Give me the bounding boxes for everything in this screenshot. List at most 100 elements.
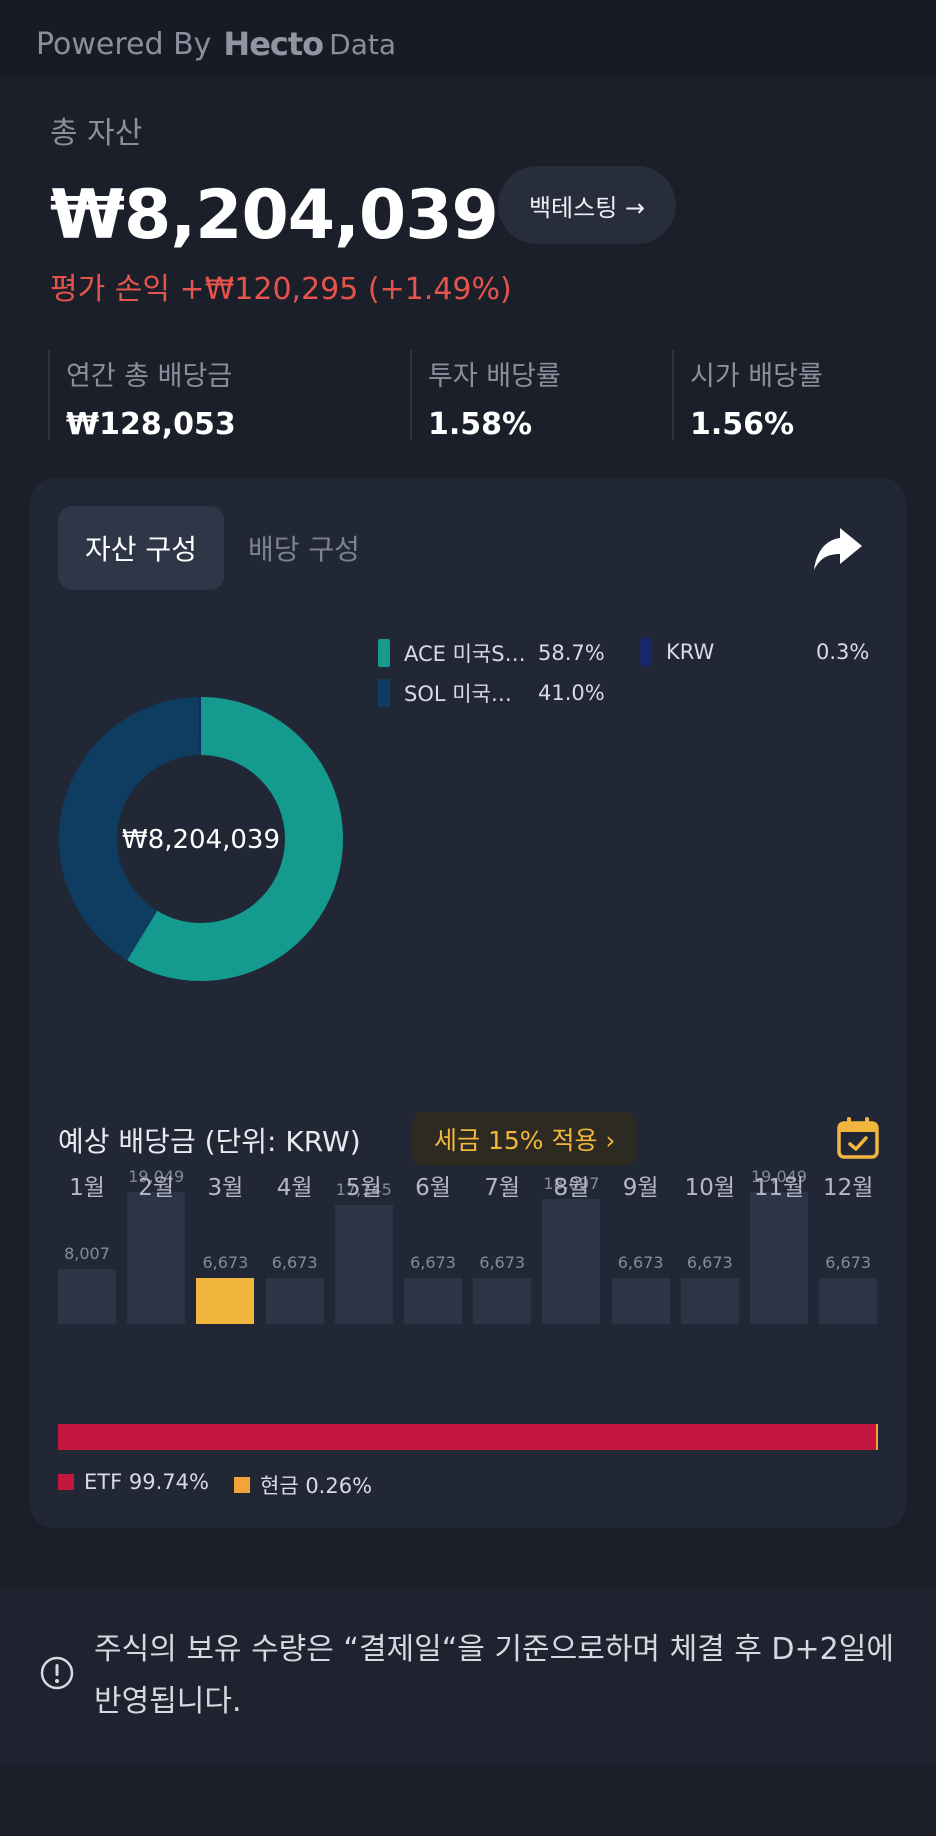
month-label: 4월 (276, 1175, 313, 1201)
donut-slice-2 (59, 697, 343, 981)
bar-column[interactable]: 6,673 (265, 1253, 324, 1324)
bar (58, 1268, 116, 1324)
month-label: 5월 (345, 1175, 382, 1201)
ratio-legend-etf: ETF 99.74% (58, 1470, 209, 1494)
bar-value-label: 6,673 (617, 1252, 664, 1272)
powered-by-text: Powered By (36, 26, 212, 62)
total-assets-label: 총 자산 (50, 116, 143, 151)
legend-swatch (640, 638, 652, 666)
tax-applied-chip[interactable]: 세금 15% 적용 › (412, 1112, 638, 1166)
bar-column[interactable]: 6,673 (819, 1253, 878, 1324)
settlement-notice: 주식의 보유 수량은 “결제일“을 기준으로하며 체결 후 D+2일에 반영됩니… (0, 1588, 936, 1766)
bar-value-label: 19,049 (128, 1167, 185, 1186)
month-label: 8월 (553, 1175, 590, 1201)
asset-ratio-bar (58, 1424, 878, 1450)
monthly-dividend-chart: 8,007 19,049 6,673 6,673 17,145 6,673 6,673 18,… (58, 1167, 878, 1378)
bar-column[interactable]: 19,049 (127, 1167, 186, 1324)
backtest-button[interactable]: 백테스팅 → (498, 166, 676, 244)
bar-value-label: 6,673 (202, 1252, 249, 1272)
bar-value-label: 8,007 (64, 1243, 110, 1263)
ratio-swatch (58, 1474, 74, 1490)
powered-by-bar: Powered By Hecto Data (0, 12, 936, 76)
ratio-etf-segment (58, 1424, 876, 1450)
bar-value-label: 6,673 (479, 1252, 526, 1272)
expected-dividend-title: 예상 배당금 (단위: KRW) (58, 1125, 361, 1158)
calendar-icon[interactable] (836, 1116, 880, 1160)
top-strip (0, 0, 936, 12)
bar-column[interactable]: 18,097 (542, 1174, 601, 1324)
bar-column[interactable]: 6,673 (611, 1253, 670, 1324)
info-circle-icon (40, 1656, 74, 1690)
ratio-swatch (234, 1477, 250, 1493)
metric-market-yield: 시가 배당률 1.56% (672, 350, 908, 442)
bar-value-label: 6,673 (271, 1252, 318, 1272)
legend-item-sol: SOL 미국… 41.0% (378, 678, 605, 708)
bar (265, 1277, 324, 1324)
metric-annual-dividend: 연간 총 배당금 ₩128,053 (48, 350, 408, 442)
brand-suffix: Data (329, 27, 397, 61)
metric-invest-yield: 투자 배당률 1.58% (410, 350, 672, 442)
profit-loss-text: 평가 손익 +₩120,295 (+1.49%) (50, 272, 512, 307)
dividend-metrics: 연간 총 배당금 ₩128,053 투자 배당률 1.58% 시가 배당률 1.… (48, 350, 908, 442)
legend-swatch (378, 639, 390, 667)
share-icon[interactable] (810, 524, 866, 574)
donut-center-label: ₩8,204,039 (122, 825, 280, 855)
portfolio-card: 자산 구성 배당 구성 ₩8,204,039 ACE 미국S… 58.7% SO… (30, 478, 906, 1528)
legend-item-ace: ACE 미국S… 58.7% (378, 638, 605, 668)
bar (542, 1198, 601, 1324)
bar (127, 1192, 186, 1324)
legend-swatch (378, 679, 390, 707)
bar-value-label: 6,673 (410, 1252, 456, 1272)
bar-value-label: 6,673 (825, 1252, 872, 1272)
legend-pct: 0.3% (816, 640, 870, 664)
month-label: 3월 (207, 1175, 244, 1201)
ratio-legend-cash: 현금 0.26% (234, 1470, 372, 1500)
notice-text: 주식의 보유 수량은 “결제일“을 기준으로하며 체결 후 D+2일에 반영됩니… (94, 1632, 894, 1719)
month-label: 7월 (484, 1175, 521, 1201)
bar-column[interactable]: 19,049 (750, 1167, 808, 1324)
month-label: 6월 (415, 1175, 451, 1201)
total-assets-label-wrap: 총 자산 (50, 108, 142, 152)
legend-name: ACE 미국S… (404, 642, 526, 666)
metric-value: 1.56% (690, 407, 795, 442)
bar (196, 1277, 255, 1324)
bar (819, 1277, 878, 1324)
donut-slice-1 (59, 697, 343, 981)
bar-column[interactable]: 6,673 (473, 1253, 532, 1324)
ratio-label: 현금 0.26% (260, 1474, 373, 1498)
bar-value-label: 6,673 (686, 1252, 733, 1272)
bar (404, 1277, 462, 1324)
month-label: 1월 (69, 1175, 105, 1201)
metric-value: ₩128,053 (66, 407, 236, 442)
metric-label: 투자 배당률 (428, 361, 561, 392)
bar-value-label: 19,049 (751, 1167, 807, 1186)
metric-value: 1.58% (428, 407, 533, 442)
month-label: 12월 (822, 1175, 874, 1201)
bar-column[interactable]: 8,007 (58, 1244, 116, 1324)
bar-column[interactable]: 6,673 (404, 1253, 462, 1324)
bar-column[interactable]: 17,145 (334, 1180, 393, 1324)
bar-value-label: 18,097 (543, 1173, 600, 1193)
legend-name: SOL 미국… (404, 682, 512, 706)
ratio-label: ETF 99.74% (84, 1470, 209, 1494)
bar (750, 1192, 808, 1324)
brand-logo: Hecto (223, 25, 324, 63)
bar (473, 1277, 532, 1324)
month-label: 11월 (753, 1175, 805, 1201)
month-label: 10월 (684, 1175, 736, 1201)
legend-item-krw: KRW 0.3% (640, 638, 869, 666)
legend-pct: 41.0% (538, 681, 605, 705)
bar-column[interactable]: 6,673 (196, 1253, 255, 1324)
asset-donut-chart: ₩8,204,039 (59, 697, 343, 981)
metric-label: 연간 총 배당금 (66, 361, 233, 392)
legend-pct: 58.7% (538, 641, 605, 665)
bar (611, 1277, 670, 1324)
month-label: 9월 (622, 1175, 659, 1201)
metric-label: 시가 배당률 (690, 361, 823, 392)
bar (680, 1277, 739, 1324)
bar-column[interactable]: 6,673 (680, 1253, 739, 1324)
month-label: 2월 (138, 1175, 175, 1201)
tab-dividend-composition[interactable]: 배당 구성 (248, 533, 360, 566)
bar-value-label: 17,145 (335, 1180, 392, 1200)
tab-asset-composition[interactable]: 자산 구성 (58, 506, 224, 590)
